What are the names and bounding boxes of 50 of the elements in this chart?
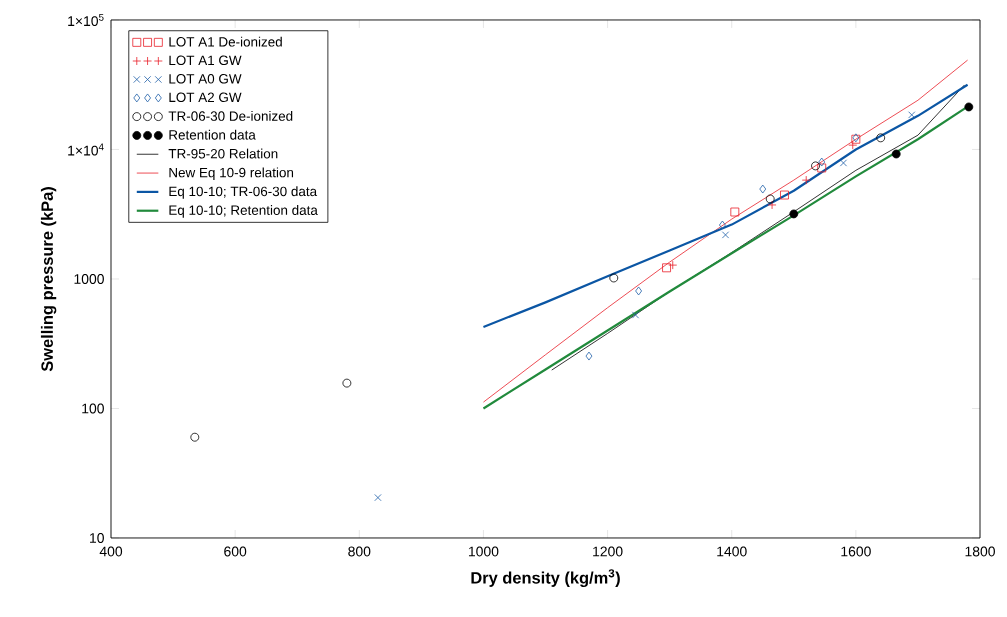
y-axis-title: Swelling pressure (kPa) xyxy=(40,187,57,372)
point xyxy=(662,263,671,273)
point xyxy=(759,184,767,194)
x-tick-label: 1800 xyxy=(965,546,995,557)
legend-label: Eq 10-10; Retention data xyxy=(169,205,318,218)
y-tick-label: 10 xyxy=(90,533,104,543)
legend-label: LOT A1 GW xyxy=(169,55,242,66)
legend-label: LOT A0 GW xyxy=(169,74,242,84)
x-tick-label: 1600 xyxy=(841,546,871,557)
x-tick-label: 600 xyxy=(224,546,247,557)
legend-label: LOT A1 De-ionized xyxy=(169,36,282,47)
point xyxy=(585,351,593,361)
y-tick-label: 1000 xyxy=(74,274,104,284)
point xyxy=(719,220,726,230)
point xyxy=(635,286,643,296)
x-tick-label: 400 xyxy=(99,546,123,557)
point xyxy=(876,133,886,143)
point xyxy=(789,209,799,219)
x-tick-label: 1200 xyxy=(593,546,623,557)
point xyxy=(374,494,382,502)
x-axis-title: Dry density (kg/m$^{3}$) xyxy=(471,569,620,587)
point xyxy=(190,432,200,442)
point xyxy=(964,102,974,112)
point xyxy=(765,194,775,204)
point xyxy=(609,273,619,283)
point xyxy=(908,111,916,119)
point xyxy=(891,149,901,159)
point xyxy=(818,157,826,167)
point xyxy=(631,311,640,319)
y-tick-label: 100 xyxy=(82,403,104,414)
point xyxy=(342,378,352,388)
legend-label: TR-95-20 Relation xyxy=(168,148,278,159)
legend-label: TR-06-30 De-ionized xyxy=(168,110,293,121)
y-tick-label: 1×10$^{5}$ xyxy=(68,13,104,27)
x-tick-label: 1400 xyxy=(717,546,747,557)
legend-label: Eq 10-10; TR-06-30 data xyxy=(169,186,318,199)
line-series xyxy=(482,83,969,329)
line-series xyxy=(483,59,968,403)
point xyxy=(811,161,820,171)
point xyxy=(730,207,740,217)
y-tick-label: 1×10$^{4}$ xyxy=(68,143,104,156)
x-tick-label: 1000 xyxy=(468,546,499,557)
point xyxy=(817,163,827,173)
point xyxy=(721,231,730,239)
legend-label: Retention data xyxy=(169,129,256,140)
legend-label: New Eq 10-9 relation xyxy=(169,167,294,180)
x-tick-label: 800 xyxy=(348,546,371,557)
point xyxy=(780,190,789,200)
legend-label: LOT A2 GW xyxy=(169,92,242,103)
point xyxy=(839,159,848,167)
